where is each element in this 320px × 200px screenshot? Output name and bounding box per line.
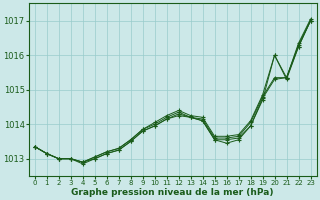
X-axis label: Graphe pression niveau de la mer (hPa): Graphe pression niveau de la mer (hPa)	[71, 188, 274, 197]
